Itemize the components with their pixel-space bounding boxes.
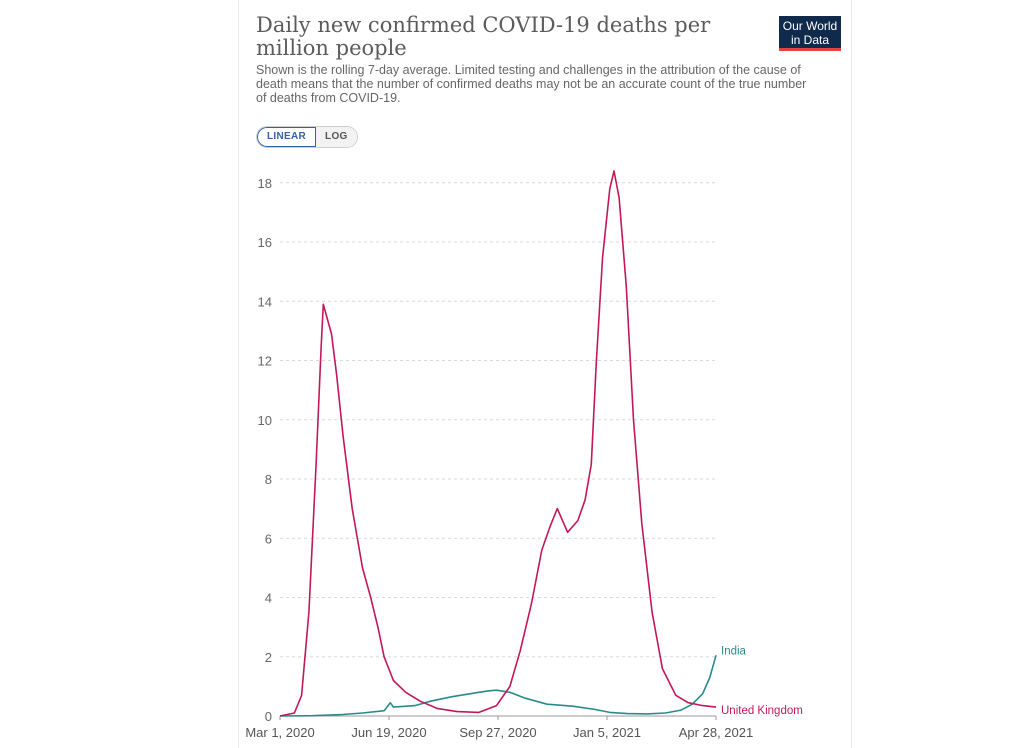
y-tick-label: 18 [258, 176, 272, 191]
x-tick-label: Mar 1, 2020 [245, 725, 314, 740]
axis-layer: 0 2 4 6 8 10 12 14 16 18 Mar 1, 2020 Jun 19, 2020 Se… [245, 176, 753, 740]
y-tick-label: 10 [258, 413, 272, 428]
owid-logo[interactable]: Our World in Data [779, 16, 841, 51]
y-tick-label: 8 [265, 472, 272, 487]
y-tick-label: 14 [258, 294, 272, 309]
x-tick-label: Sep 27, 2020 [459, 725, 536, 740]
series-label-india[interactable]: India [721, 645, 747, 657]
chart-subtitle: Shown is the rolling 7-day average. Limi… [256, 63, 807, 105]
linear-scale-button[interactable]: LINEAR [257, 127, 317, 147]
series-layer [279, 170, 717, 717]
left-divider [238, 0, 239, 748]
series-line-india[interactable] [279, 655, 717, 717]
logo-line1: Our World [782, 19, 838, 33]
log-scale-button[interactable]: LOG [316, 127, 357, 147]
y-tick-label: 2 [265, 650, 272, 665]
x-tick-label: Jan 5, 2021 [573, 725, 641, 740]
grid-layer [280, 182, 716, 658]
series-line-united-kingdom[interactable] [279, 170, 717, 717]
y-tick-label: 4 [265, 591, 272, 606]
chart-title: Daily new confirmed COVID-19 deaths per … [256, 13, 711, 60]
y-tick-label: 16 [258, 235, 272, 250]
label-layer: India United Kingdom [721, 645, 803, 717]
scale-toggle: LINEAR LOG [256, 126, 358, 148]
y-tick-label: 0 [265, 709, 272, 724]
x-tick-label: Jun 19, 2020 [351, 725, 426, 740]
x-tick-label: Apr 28, 2021 [679, 725, 753, 740]
logo-line2: in Data [790, 33, 830, 47]
right-divider [851, 0, 852, 748]
y-tick-label: 6 [265, 531, 272, 546]
series-label-united-kingdom[interactable]: United Kingdom [721, 705, 803, 717]
y-tick-label: 12 [258, 354, 272, 369]
